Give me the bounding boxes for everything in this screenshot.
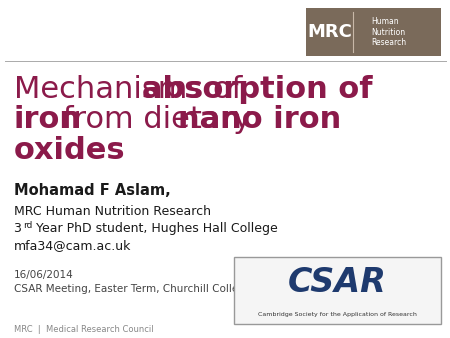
- Text: MRC  |  Medical Research Council: MRC | Medical Research Council: [14, 325, 153, 334]
- Text: Research: Research: [371, 38, 406, 47]
- Text: Nutrition: Nutrition: [371, 28, 405, 37]
- Text: Year PhD student, Hughes Hall College: Year PhD student, Hughes Hall College: [32, 222, 278, 235]
- Text: rd: rd: [23, 221, 33, 230]
- Text: nano iron: nano iron: [178, 105, 341, 135]
- Text: iron: iron: [14, 105, 81, 135]
- FancyBboxPatch shape: [306, 8, 441, 56]
- Text: 16/06/2014: 16/06/2014: [14, 270, 73, 281]
- Text: MRC Human Nutrition Research: MRC Human Nutrition Research: [14, 205, 211, 218]
- Text: CSAR: CSAR: [288, 266, 387, 299]
- Text: absorption of: absorption of: [142, 75, 372, 104]
- Text: 3: 3: [14, 222, 22, 235]
- Text: oxides: oxides: [14, 136, 125, 165]
- Text: from dietary: from dietary: [53, 105, 261, 135]
- Text: mfa34@cam.ac.uk: mfa34@cam.ac.uk: [14, 239, 131, 251]
- Text: Mechanisms of: Mechanisms of: [14, 75, 252, 104]
- Text: MRC: MRC: [307, 23, 352, 41]
- Text: Human: Human: [371, 17, 399, 26]
- Text: Cambridge Society for the Application of Research: Cambridge Society for the Application of…: [258, 312, 417, 317]
- Text: CSAR Meeting, Easter Term, Churchill College: CSAR Meeting, Easter Term, Churchill Col…: [14, 284, 251, 294]
- Text: Mohamad F Aslam,: Mohamad F Aslam,: [14, 184, 170, 198]
- FancyBboxPatch shape: [234, 257, 441, 324]
